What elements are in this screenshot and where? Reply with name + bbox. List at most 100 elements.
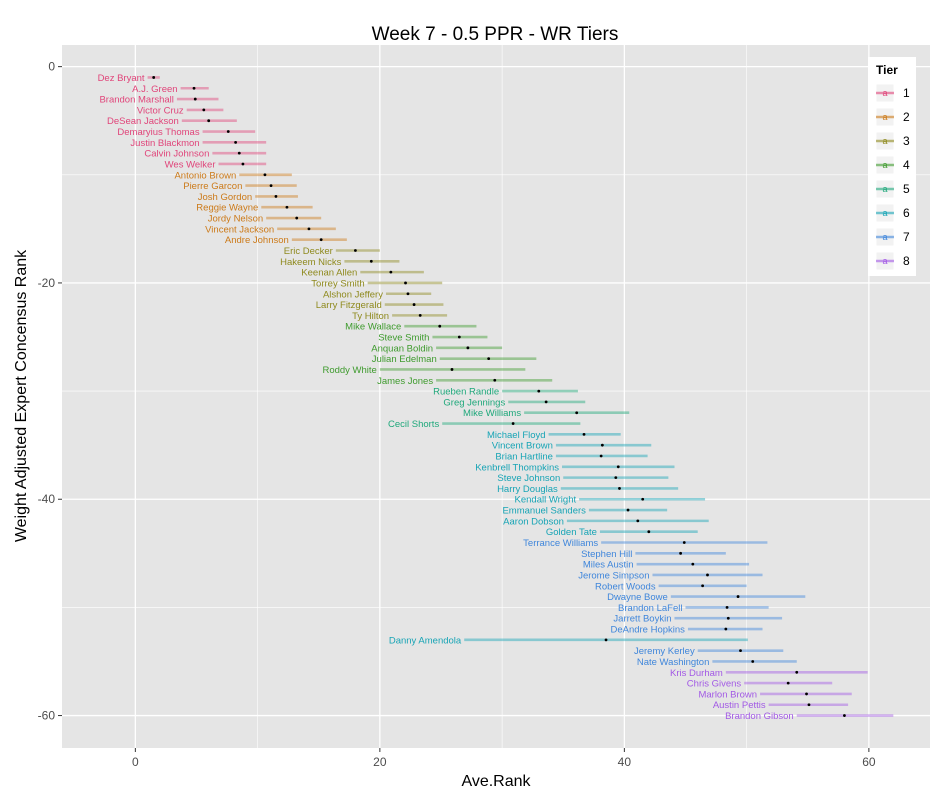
average-rank-point — [234, 140, 238, 144]
x-tick-label: 60 — [862, 755, 876, 769]
legend-key-glyph: a — [882, 232, 887, 242]
player-label: Michael Floyd — [487, 430, 546, 441]
player-mark: Brandon Gibson — [725, 711, 894, 722]
average-rank-point — [604, 638, 608, 642]
player-mark: Mike Wallace — [345, 322, 477, 333]
player-mark: Andre Johnson — [225, 235, 347, 246]
player-mark: Golden Tate — [546, 527, 698, 538]
legend-key-glyph: a — [882, 208, 887, 218]
player-mark: Nate Washington — [637, 657, 797, 668]
player-mark: Dwayne Bowe — [607, 592, 806, 603]
average-rank-point — [636, 519, 640, 523]
average-rank-point — [369, 259, 373, 263]
average-rank-point — [207, 119, 211, 123]
legend-label: 3 — [903, 134, 910, 148]
player-label: Dwayne Bowe — [607, 592, 668, 603]
x-tick-label: 20 — [373, 755, 387, 769]
player-label: Reggie Wayne — [196, 203, 258, 214]
player-label: Vincent Jackson — [205, 224, 274, 235]
player-mark: Terrance Williams — [523, 538, 768, 549]
average-rank-point — [706, 573, 709, 577]
player-mark: Cecil Shorts — [388, 419, 581, 430]
average-rank-point — [795, 670, 799, 674]
average-rank-point — [544, 400, 548, 404]
player-mark: Danny Amendola — [389, 635, 748, 646]
plot-panel — [62, 45, 930, 748]
player-mark: Kenbrell Thompkins — [475, 462, 675, 473]
average-rank-point — [226, 130, 230, 133]
player-mark: Emmanuel Sanders — [502, 506, 668, 517]
player-label: Demaryius Thomas — [117, 127, 199, 138]
legend-label: 4 — [903, 158, 910, 172]
player-mark: Justin Blackmon — [130, 138, 267, 149]
legend-key-glyph: a — [882, 160, 887, 170]
player-mark: DeAndre Hopkins — [610, 625, 763, 636]
player-label: Danny Amendola — [389, 635, 462, 646]
player-label: Emmanuel Sanders — [502, 506, 586, 517]
legend-label: 1 — [903, 86, 910, 100]
average-rank-point — [618, 487, 621, 490]
average-rank-point — [274, 195, 278, 198]
player-label: Mike Wallace — [345, 322, 401, 333]
player-label: Calvin Johnson — [144, 149, 209, 160]
average-rank-point — [192, 86, 196, 90]
average-rank-point — [389, 270, 393, 274]
player-label: Hakeem Nicks — [280, 257, 341, 268]
player-label: Kendall Wright — [515, 495, 577, 506]
average-rank-point — [582, 432, 586, 436]
average-rank-point — [406, 292, 410, 296]
player-label: DeSean Jackson — [107, 116, 179, 127]
average-rank-point — [202, 108, 206, 112]
average-rank-point — [269, 184, 273, 188]
average-rank-point — [600, 443, 604, 447]
player-mark: Vincent Brown — [492, 441, 652, 452]
player-mark: Jarrett Boykin — [613, 614, 783, 625]
average-rank-point — [493, 378, 497, 382]
player-mark: Greg Jennings — [443, 397, 586, 408]
player-label: Chris Givens — [687, 679, 742, 690]
player-mark: Torrey Smith — [311, 278, 443, 289]
player-mark: Alshon Jeffery — [323, 289, 432, 300]
grid-lines — [62, 45, 930, 748]
player-mark: Rueben Randle — [433, 387, 578, 398]
average-rank-point — [263, 173, 267, 177]
average-rank-point — [412, 303, 416, 306]
chart-title: Week 7 - 0.5 PPR - WR Tiers — [372, 24, 619, 45]
player-mark: Robert Woods — [595, 581, 747, 592]
x-tick-label: 0 — [132, 755, 139, 769]
average-rank-point — [307, 227, 311, 231]
player-label: Mike Williams — [463, 408, 521, 419]
average-rank-point — [537, 389, 541, 393]
legend-key-glyph: a — [882, 136, 887, 146]
average-rank-point — [701, 584, 705, 588]
y-tick-label: -40 — [38, 492, 56, 506]
player-mark: Michael Floyd — [487, 430, 621, 441]
player-mark: A.J. Green — [132, 84, 209, 95]
average-rank-point — [487, 357, 491, 361]
player-mark: Ty Hilton — [352, 311, 448, 322]
player-mark: Mike Williams — [463, 408, 630, 419]
average-rank-point — [626, 508, 630, 512]
player-label: Eric Decker — [284, 246, 333, 257]
player-label: Stephen Hill — [581, 549, 632, 560]
player-label: Keenan Allen — [301, 268, 357, 279]
player-mark: Steve Smith — [378, 333, 488, 344]
average-rank-point — [807, 703, 811, 707]
player-mark: Demaryius Thomas — [117, 127, 256, 138]
player-mark: Dez Bryant — [98, 73, 160, 84]
player-label: Austin Pettis — [713, 700, 766, 711]
player-mark: Eric Decker — [284, 246, 380, 257]
player-mark: Julian Edelman — [372, 354, 537, 365]
player-label: Josh Gordon — [198, 192, 252, 203]
player-label: Jarrett Boykin — [613, 614, 671, 625]
player-label: Torrey Smith — [311, 278, 364, 289]
legend-key-glyph: a — [882, 88, 887, 98]
average-rank-point — [241, 162, 245, 166]
average-rank-point — [450, 368, 454, 371]
player-mark: Steve Johnson — [497, 473, 669, 484]
player-label: Jeremy Kerley — [634, 646, 695, 657]
